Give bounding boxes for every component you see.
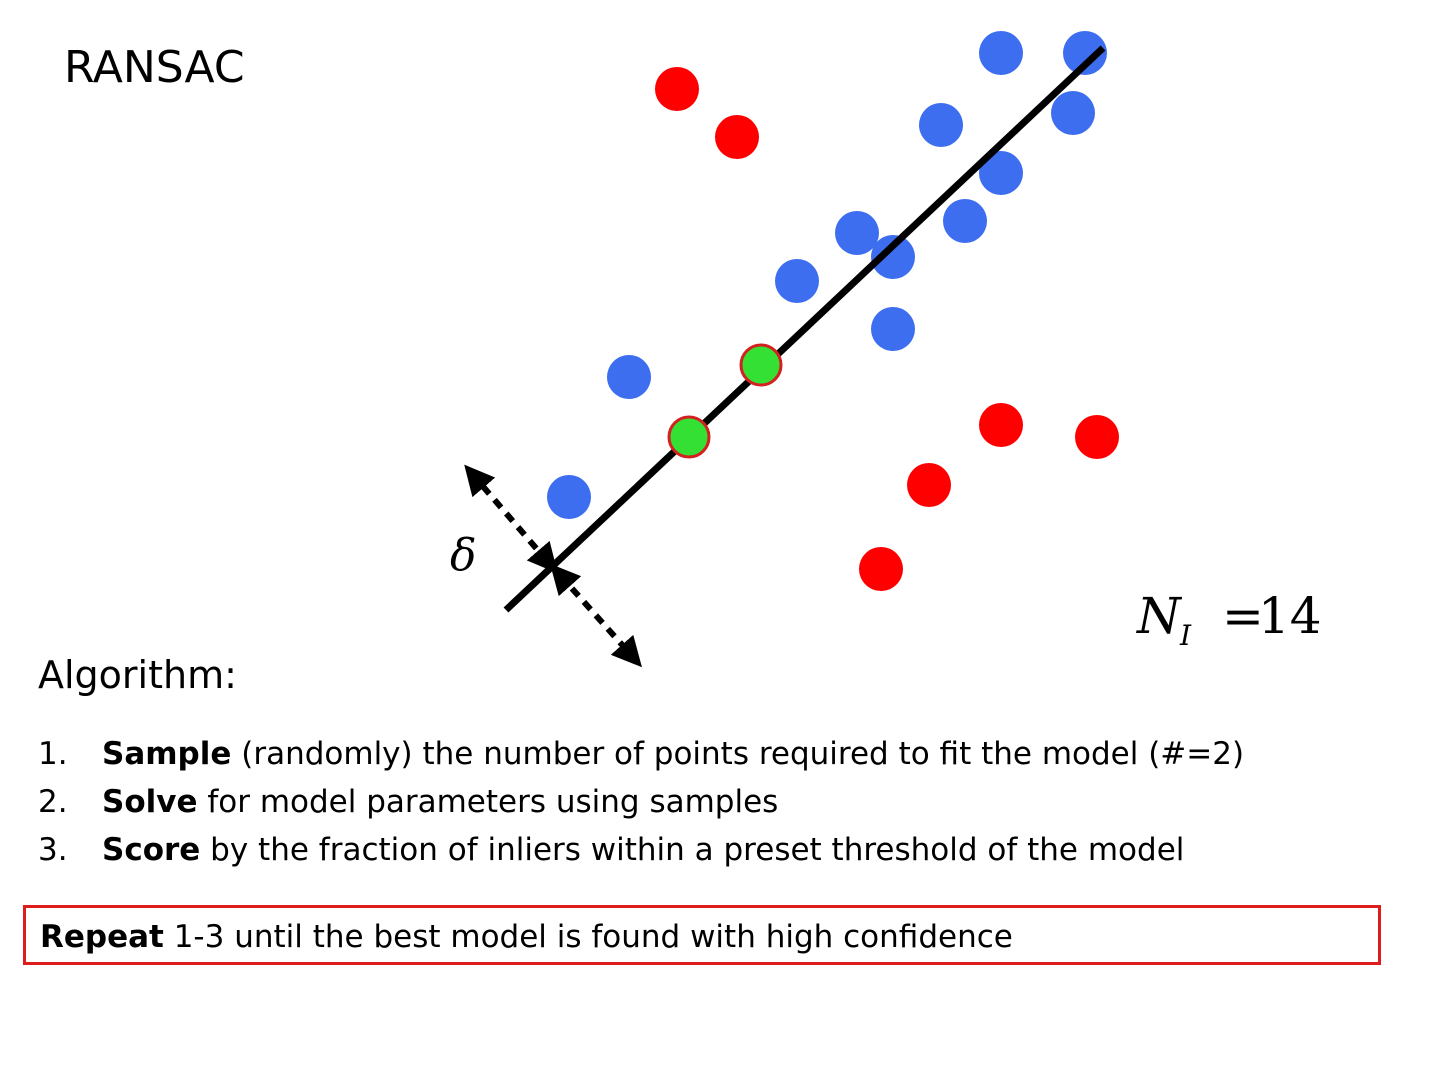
sample-points xyxy=(667,343,783,459)
inlier-point xyxy=(547,475,591,519)
algorithm-step-2: 2. Solve for model parameters using sampl… xyxy=(38,778,1244,826)
algorithm-step-1: 1. Sample (randomly) the number of points… xyxy=(38,730,1244,778)
inlier-point xyxy=(835,211,879,255)
step-number: 3. xyxy=(38,832,68,868)
step-text: (randomly) the number of points required… xyxy=(231,736,1245,772)
sample-point xyxy=(739,343,783,387)
algorithm-step-3: 3. Score by the fraction of inliers withi… xyxy=(38,826,1244,874)
fitted-model-line xyxy=(503,45,1106,613)
step-number: 1. xyxy=(38,736,68,772)
step-text: by the fraction of inliers within a pres… xyxy=(200,832,1185,868)
step-keyword: Solve xyxy=(102,784,198,820)
outlier-point xyxy=(715,115,759,159)
repeat-callout: Repeat 1-3 until the best model is found… xyxy=(23,905,1381,965)
inlier-count-subscript: I xyxy=(1179,619,1192,652)
slide-title: RANSAC xyxy=(64,42,245,93)
data-points xyxy=(547,31,1119,591)
inlier-count-symbol: N xyxy=(1136,587,1183,645)
step-keyword: Sample xyxy=(102,736,232,772)
ransac-diagram: δ N I = 14 xyxy=(450,31,1322,668)
algorithm-steps: 1. Sample (randomly) the number of points… xyxy=(38,730,1244,874)
step-keyword: Score xyxy=(102,832,201,868)
inlier-point xyxy=(1063,31,1107,75)
repeat-detail: 1-3 until the best model is found with h… xyxy=(163,919,1013,955)
algorithm-heading: Algorithm: xyxy=(38,653,237,697)
inlier-count-equals: = xyxy=(1222,587,1264,645)
outlier-point xyxy=(907,463,951,507)
sample-point xyxy=(667,415,711,459)
repeat-text: Repeat 1-3 until the best model is found… xyxy=(40,922,1013,953)
inlier-point xyxy=(607,355,651,399)
outlier-point xyxy=(859,547,903,591)
inlier-point xyxy=(979,31,1023,75)
inlier-point xyxy=(1051,91,1095,135)
outlier-point xyxy=(655,67,699,111)
inlier-count-value: 14 xyxy=(1258,587,1322,645)
inlier-count-label: N I = 14 xyxy=(1136,587,1322,652)
step-text: for model parameters using samples xyxy=(197,784,779,820)
inlier-point xyxy=(943,199,987,243)
step-number: 2. xyxy=(38,784,68,820)
inlier-point xyxy=(775,259,819,303)
inlier-point xyxy=(979,151,1023,195)
repeat-keyword: Repeat xyxy=(40,919,164,955)
outlier-point xyxy=(1075,415,1119,459)
inlier-point xyxy=(871,235,915,279)
threshold-delta-label: δ xyxy=(450,530,477,581)
inlier-point xyxy=(871,307,915,351)
threshold-arrow-upper xyxy=(464,464,558,574)
threshold-arrow-lower xyxy=(550,563,642,668)
outlier-point xyxy=(979,403,1023,447)
inlier-point xyxy=(919,103,963,147)
